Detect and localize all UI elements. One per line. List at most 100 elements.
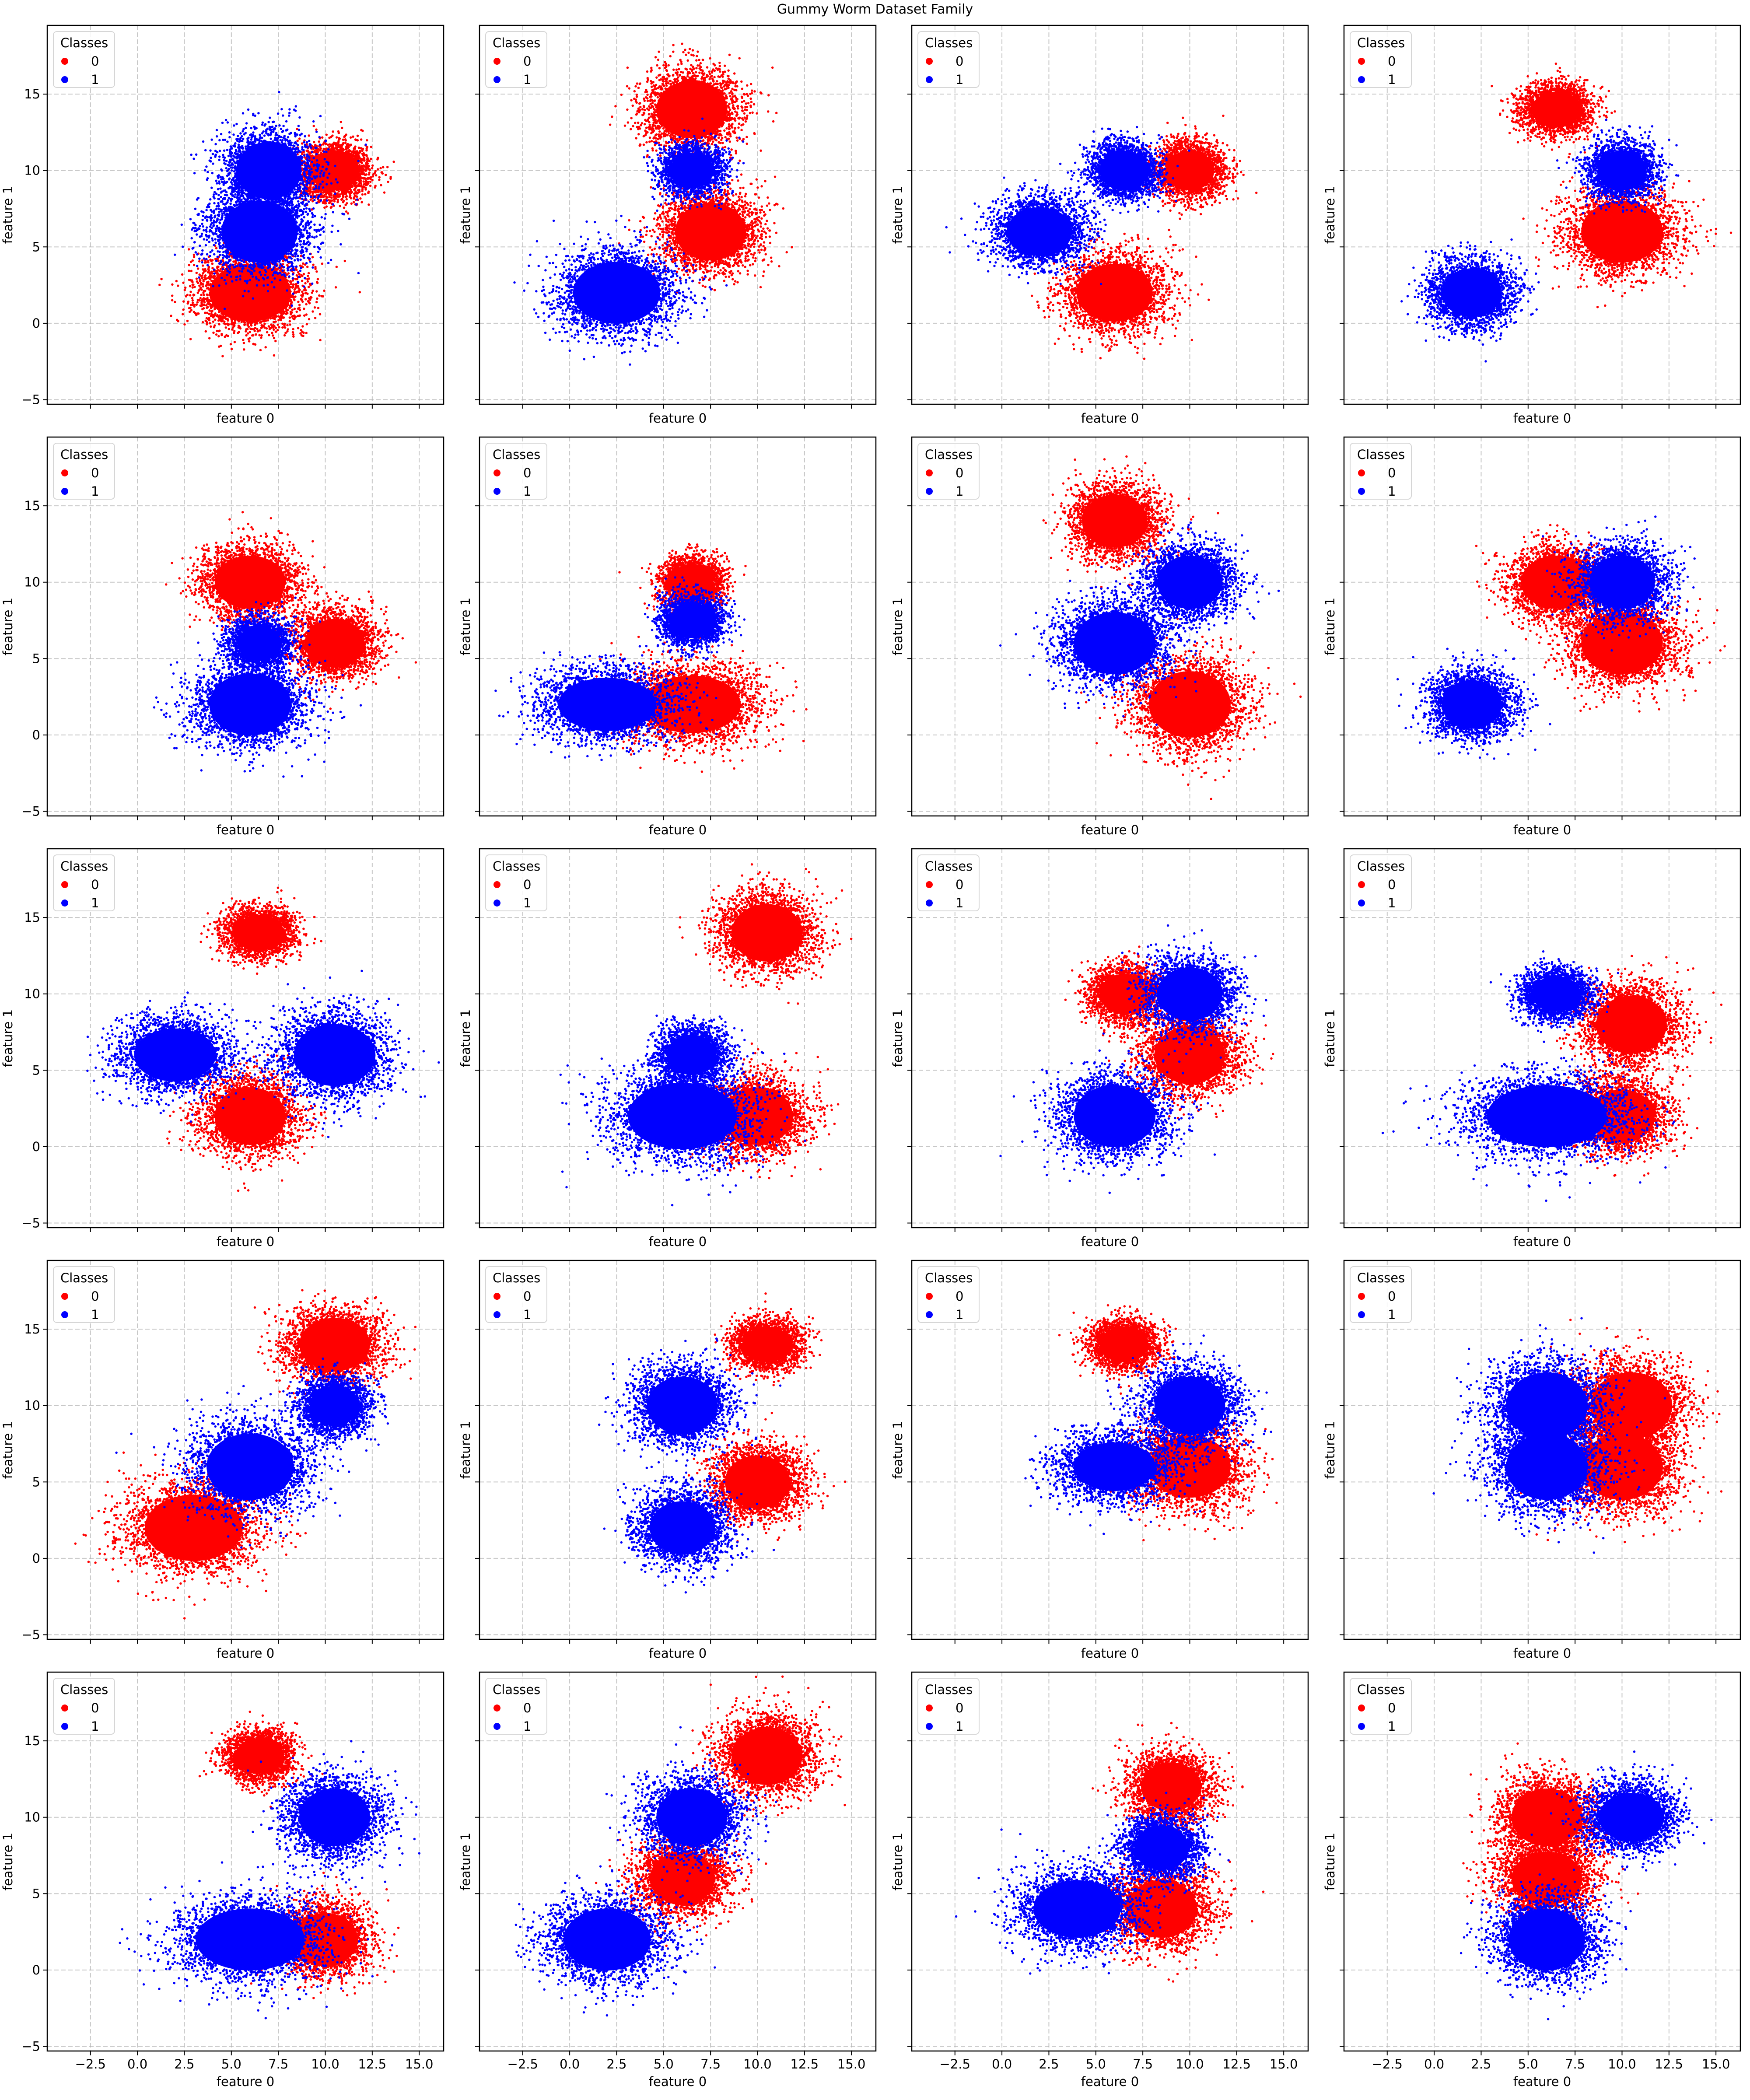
legend-label: 0 (1388, 1289, 1396, 1304)
axes-frame (1343, 436, 1741, 817)
x-axis-label: feature 0 (1081, 2074, 1139, 2089)
legend: Classes 0 1 (53, 443, 115, 500)
legend: Classes 0 1 (917, 443, 980, 500)
legend-marker-class-0 (494, 58, 500, 65)
subplot-8: feature 0 feature 1 Classes 0 1 (1323, 436, 1741, 837)
x-axis-label: feature 0 (1513, 1234, 1571, 1249)
y-axis-label: feature 1 (1323, 186, 1337, 244)
legend: Classes 0 1 (1350, 1266, 1412, 1323)
axes-frame (911, 436, 1309, 817)
scatter-core (235, 1738, 284, 1774)
y-tick-label: 0 (32, 1963, 40, 1978)
legend-box (485, 854, 547, 911)
scatter-core (1508, 1908, 1585, 1970)
axes-frame (1343, 1260, 1741, 1640)
x-tick-label: 2.5 (606, 2057, 626, 2072)
x-tick-label: 10.0 (743, 2057, 772, 2072)
x-tick-label: −2.5 (940, 2057, 970, 2072)
scatter-series-class-1 (514, 1865, 716, 2017)
subplot-14: feature 0 feature 1 Classes 0 1 (458, 1260, 877, 1661)
y-axis-label: feature 1 (0, 598, 15, 655)
legend-marker-class-1 (926, 900, 933, 906)
legend-label: 0 (1388, 54, 1396, 69)
x-axis-label: feature 0 (1081, 411, 1139, 426)
axes-frame (46, 1671, 444, 2052)
x-axis-label: feature 0 (217, 2074, 274, 2089)
subplot-6: feature 0 feature 1 Classes 0 1 (458, 436, 877, 837)
scatter-series-class-1 (197, 596, 322, 685)
legend-label: 1 (91, 1307, 99, 1322)
scatter-core (1590, 1372, 1673, 1439)
scatter-series-class-1 (1432, 1395, 1645, 1554)
x-tick-label: 7.5 (700, 2057, 721, 2072)
y-axis-label: feature 1 (0, 1421, 15, 1479)
y-tick-label: −5 (21, 1628, 40, 1642)
x-tick-label: 0.0 (1424, 2057, 1444, 2072)
scatter-series-class-0 (1042, 455, 1219, 588)
scatter-series-class-0 (609, 42, 778, 183)
scatter-core (732, 1727, 802, 1785)
scatter-series-class-1 (115, 1385, 350, 1549)
scatter-series-class-0 (672, 1411, 847, 1543)
y-tick-label: 5 (32, 1063, 40, 1078)
y-tick-label: 15 (24, 1322, 40, 1337)
x-axis-label: feature 0 (649, 1234, 707, 1249)
scatter-series-class-1 (605, 1726, 777, 1883)
scatter-core (675, 203, 746, 261)
legend-marker-class-0 (926, 58, 933, 65)
x-tick-label: 5.0 (1086, 2057, 1106, 2072)
y-tick-label: 10 (24, 1810, 40, 1825)
y-axis-label: feature 1 (890, 1833, 905, 1890)
legend: Classes 0 1 (485, 31, 547, 88)
legend-marker-class-1 (1358, 488, 1365, 495)
scatter-core (1076, 264, 1153, 322)
legend-box (53, 1678, 115, 1735)
subplot-10: feature 0 feature 1 Classes 0 1 (458, 848, 877, 1249)
scatter-series-class-0 (1080, 617, 1302, 800)
legend-box (53, 1266, 115, 1323)
axes-frame (479, 1260, 877, 1640)
x-tick-label: 15.0 (837, 2057, 866, 2072)
legend-box (485, 443, 547, 500)
legend: Classes 0 1 (917, 31, 980, 88)
x-axis-label: feature 0 (649, 2074, 707, 2089)
scatter-core (724, 1455, 791, 1509)
y-axis-label: feature 1 (0, 1009, 15, 1067)
scatter-series-class-1 (246, 1740, 421, 1890)
scatter-series-class-0 (1058, 1304, 1177, 1395)
grid (480, 25, 876, 404)
legend-title: Classes (925, 447, 973, 462)
legend-box (485, 31, 547, 88)
x-tick-label: 0.0 (127, 2057, 147, 2072)
figure-title: Gummy Worm Dataset Family (777, 2, 973, 17)
axes-frame (911, 1671, 1309, 2052)
scatter-core (214, 1087, 286, 1145)
legend-marker-class-0 (494, 1704, 500, 1712)
scatter-core (214, 555, 286, 609)
scatter-core (1082, 494, 1148, 548)
scatter-core (742, 1326, 791, 1362)
y-tick-label: 15 (24, 1733, 40, 1748)
legend-marker-class-0 (1358, 58, 1365, 65)
scatter-series-class-1 (1100, 522, 1280, 645)
x-axis-label: feature 0 (1081, 1234, 1139, 1249)
legend: Classes 0 1 (53, 1266, 115, 1323)
scatter-series-class-1 (1098, 1792, 1230, 1908)
scatter-core (1149, 1435, 1231, 1498)
scatter-core (1596, 995, 1667, 1054)
legend-marker-class-0 (61, 58, 68, 65)
legend-box (53, 854, 115, 911)
legend-marker-class-1 (1358, 1723, 1365, 1730)
legend-box (1350, 1266, 1412, 1323)
legend-marker-class-1 (1358, 76, 1365, 83)
scatter-series-class-1 (643, 117, 745, 212)
scatter-core (573, 262, 661, 324)
legend-box (917, 854, 980, 911)
legend-title: Classes (493, 859, 540, 874)
scatter-series-class-0 (166, 1046, 327, 1192)
legend-marker-class-0 (1358, 1293, 1365, 1300)
legend-marker-class-1 (494, 76, 500, 83)
legend: Classes 0 1 (917, 1678, 980, 1735)
y-tick-label: 5 (32, 1474, 40, 1489)
legend-label: 0 (956, 1701, 963, 1715)
